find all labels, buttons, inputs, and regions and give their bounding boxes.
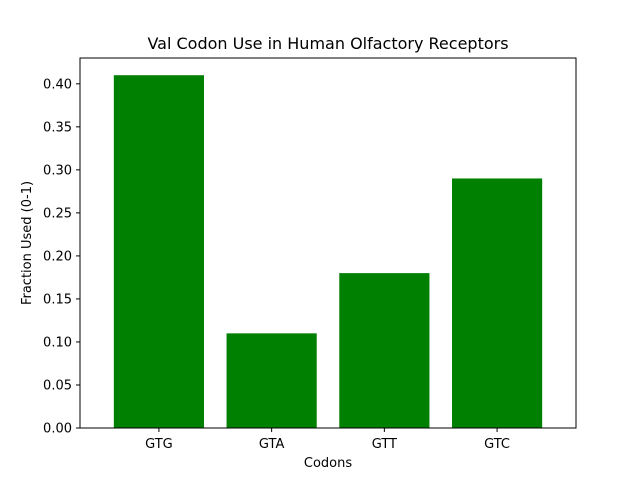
x-tick-label: GTA [259,437,285,452]
chart-title: Val Codon Use in Human Olfactory Recepto… [147,34,508,53]
x-tick-label: GTC [484,437,510,452]
bars-group [113,75,543,429]
y-tick-label: 0.20 [43,249,72,264]
y-tick-label: 0.35 [43,120,72,135]
bar-gtc [452,178,543,428]
y-axis-ticks: 0.00 0.05 0.10 0.15 0.20 0.25 0.30 0.35 0.40 [43,77,80,437]
y-tick-label: 0.00 [43,422,72,437]
bar-gta [226,333,317,428]
y-tick-label: 0.40 [43,77,72,92]
x-axis-ticks: GTG GTA GTT GTC [145,428,510,452]
y-axis-label: Fraction Used (0-1) [20,181,35,305]
bar-gtg [113,75,204,429]
y-tick-label: 0.10 [43,335,72,350]
bar-gtt [339,273,430,428]
y-tick-label: 0.25 [43,206,72,221]
x-tick-label: GTG [145,437,173,452]
y-tick-label: 0.15 [43,292,72,307]
x-tick-label: GTT [372,437,397,452]
x-axis-label: Codons [304,456,352,471]
y-tick-label: 0.30 [43,163,72,178]
plot-frame [79,57,577,429]
y-tick-label: 0.05 [43,378,72,393]
